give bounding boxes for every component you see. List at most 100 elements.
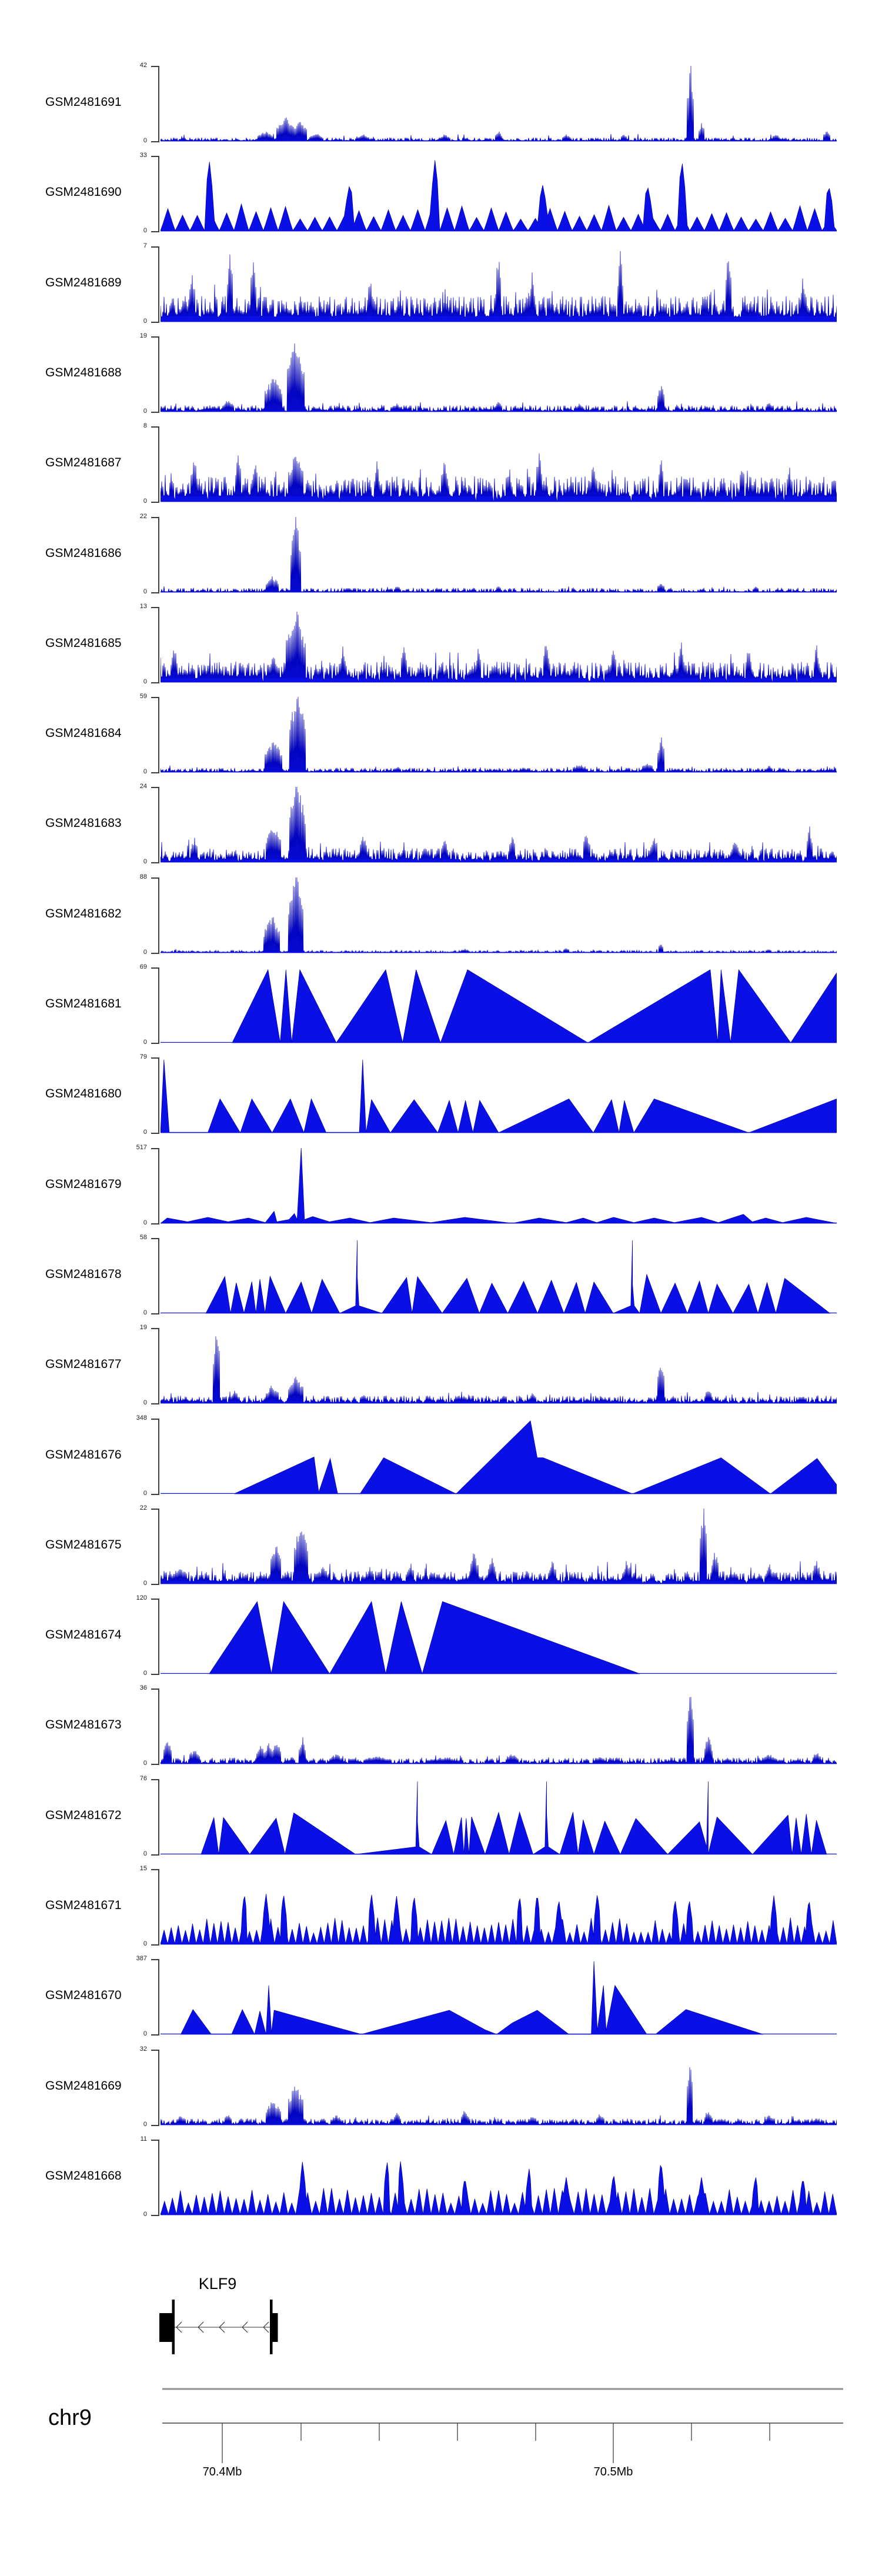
y-axis-line xyxy=(158,1689,159,1765)
signal-plot xyxy=(161,1509,837,1584)
signal-plot xyxy=(161,1894,837,1945)
signal-plot xyxy=(161,66,837,142)
track-label: GSM2481682 xyxy=(45,907,122,920)
signal-plot xyxy=(161,343,837,412)
y-axis-line xyxy=(158,1599,159,1675)
signal-plot xyxy=(161,1059,837,1133)
track-ymax-value: 348 xyxy=(136,1414,147,1422)
track-yzero-value: 0 xyxy=(143,949,147,956)
y-axis-line xyxy=(158,2050,159,2126)
track-label: GSM2481673 xyxy=(45,1718,122,1731)
y-axis-tick xyxy=(151,1599,158,1600)
track-label: GSM2481678 xyxy=(45,1267,122,1281)
y-axis-tick xyxy=(151,517,158,518)
track-yzero-value: 0 xyxy=(143,1940,147,1947)
signal-plot xyxy=(161,969,837,1043)
signal-plot xyxy=(161,611,837,683)
signal-plot xyxy=(161,1336,837,1404)
y-axis-tick xyxy=(151,592,158,593)
track-yzero-value: 0 xyxy=(143,1399,147,1406)
y-axis-tick xyxy=(151,1764,158,1765)
track-ymax-value: 79 xyxy=(139,1053,147,1060)
y-axis-tick xyxy=(151,787,158,788)
y-axis-tick xyxy=(151,697,158,698)
y-axis-line xyxy=(158,1057,159,1134)
y-axis-line xyxy=(158,1238,159,1314)
track-label: GSM2481684 xyxy=(45,726,122,740)
y-axis-tick xyxy=(151,1779,158,1780)
signal-plot xyxy=(161,787,837,863)
signal-plot xyxy=(161,1420,837,1494)
track-label: GSM2481675 xyxy=(45,1538,122,1551)
y-axis-tick xyxy=(151,772,158,773)
track-label: GSM2481690 xyxy=(45,185,122,199)
track-yzero-value: 0 xyxy=(143,858,147,865)
signal-plot xyxy=(161,877,837,953)
y-axis-tick xyxy=(151,1223,158,1224)
track-ymax-value: 59 xyxy=(139,693,147,700)
track-ymax-value: 88 xyxy=(139,873,147,880)
y-axis-tick xyxy=(151,1403,158,1404)
y-axis-line xyxy=(158,2140,159,2216)
track-yzero-value: 0 xyxy=(143,1219,147,1226)
y-axis-tick xyxy=(151,156,158,157)
y-axis-tick xyxy=(151,1148,158,1149)
track-label: GSM2481688 xyxy=(45,366,122,379)
track-ymax-value: 24 xyxy=(139,783,147,790)
y-axis-tick xyxy=(151,1419,158,1420)
y-axis-tick xyxy=(151,862,158,863)
track-label: GSM2481669 xyxy=(45,2079,122,2093)
y-axis-tick xyxy=(151,1944,158,1946)
signal-plot xyxy=(161,2161,837,2215)
track-ymax-value: 517 xyxy=(136,1144,147,1151)
track-yzero-value: 0 xyxy=(143,1760,147,1767)
y-axis-line xyxy=(158,1959,159,2036)
signal-plot xyxy=(161,1781,837,1855)
track-yzero-value: 0 xyxy=(143,1670,147,1677)
y-axis-tick xyxy=(151,1313,158,1314)
track-ymax-value: 76 xyxy=(139,1775,147,1782)
signal-plot xyxy=(161,453,837,502)
track-yzero-value: 0 xyxy=(143,498,147,505)
y-axis-tick xyxy=(151,953,158,954)
y-axis-tick xyxy=(151,607,158,608)
y-axis-tick xyxy=(151,1328,158,1329)
track-label: GSM2481670 xyxy=(45,1988,122,2002)
track-label: GSM2481672 xyxy=(45,1808,122,1822)
y-axis-tick xyxy=(151,682,158,683)
y-axis-line xyxy=(158,246,159,323)
track-yzero-value: 0 xyxy=(143,2121,147,2128)
track-ymax-value: 22 xyxy=(139,513,147,520)
track-yzero-value: 0 xyxy=(143,227,147,234)
track-ymax-value: 8 xyxy=(143,422,147,429)
y-axis-tick xyxy=(151,66,158,67)
y-axis-line xyxy=(158,1509,159,1585)
gene-name-label: KLF9 xyxy=(198,2275,237,2293)
y-axis-tick xyxy=(151,231,158,232)
track-ymax-value: 7 xyxy=(143,242,147,249)
y-axis-tick xyxy=(151,2034,158,2036)
track-label: GSM2481689 xyxy=(45,276,122,289)
y-axis-line xyxy=(158,787,159,863)
y-axis-tick xyxy=(151,141,158,142)
y-axis-tick xyxy=(151,1674,158,1675)
y-axis-line xyxy=(158,967,159,1044)
track-label: GSM2481674 xyxy=(45,1628,122,1641)
y-axis-tick xyxy=(151,426,158,428)
y-axis-line xyxy=(158,1148,159,1224)
track-yzero-value: 0 xyxy=(143,1580,147,1587)
y-axis-tick xyxy=(151,1238,158,1239)
y-axis-line xyxy=(158,426,159,503)
track-label: GSM2481671 xyxy=(45,1898,122,1912)
y-axis-line xyxy=(158,1869,159,1946)
track-ymax-value: 58 xyxy=(139,1234,147,1241)
y-axis-tick xyxy=(151,1043,158,1044)
track-yzero-value: 0 xyxy=(143,768,147,775)
y-axis-line xyxy=(158,156,159,232)
track-ymax-value: 19 xyxy=(139,1324,147,1331)
track-label: GSM2481681 xyxy=(45,997,122,1010)
track-yzero-value: 0 xyxy=(143,1850,147,1857)
signal-plot xyxy=(161,2067,837,2125)
y-axis-tick xyxy=(151,1057,158,1059)
